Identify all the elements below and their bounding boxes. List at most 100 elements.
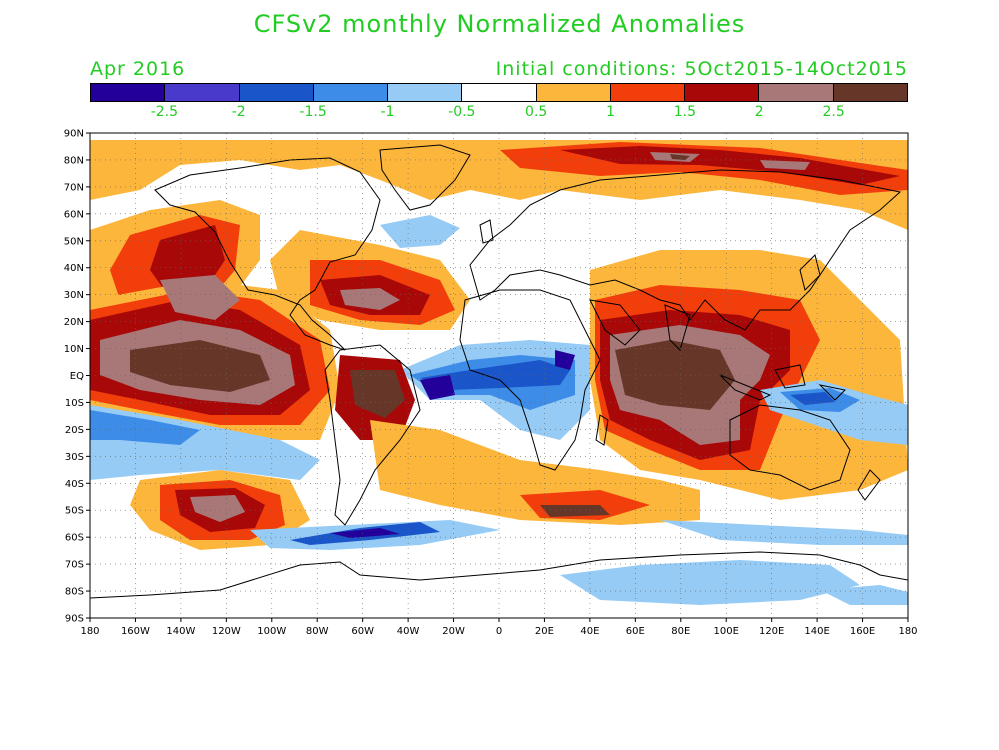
coastline — [729, 404, 851, 491]
colorbar-swatch — [91, 84, 166, 101]
latitude-label: 30S — [65, 452, 84, 463]
anomaly-region — [790, 392, 835, 405]
initial-conditions: Initial conditions: 5Oct2015-14Oct2015 — [495, 58, 908, 80]
longitude-label: 160E — [850, 626, 875, 637]
longitude-label: 160W — [121, 626, 150, 637]
anomaly-region — [560, 560, 860, 605]
axis-ticks — [86, 132, 909, 622]
longitude-label: 140W — [166, 626, 195, 637]
latitude-label: 90N — [64, 129, 84, 140]
coastline — [379, 144, 471, 211]
latitude-label: 50N — [64, 236, 84, 247]
colorbar-tick-label: 0.5 — [525, 104, 548, 120]
colorbar-swatch — [165, 84, 240, 101]
latitude-label: 70N — [64, 182, 84, 193]
longitude-label: 120E — [759, 626, 784, 637]
longitude-label: 180 — [80, 626, 99, 637]
colorbar-tick-label: 2 — [754, 104, 764, 120]
latitude-label: 70S — [65, 560, 84, 571]
longitude-label: 40W — [397, 626, 420, 637]
anomaly-region — [130, 340, 270, 392]
coastline — [90, 551, 908, 599]
latitude-label: 50S — [65, 506, 84, 517]
colorbar-swatch — [536, 84, 611, 101]
anomaly-region — [350, 370, 405, 418]
colorbar-swatch — [313, 84, 389, 101]
colorbar-swatch — [685, 84, 760, 101]
latitude-labels: 90N 80N 70N 60N 50N 40N 30N 20N 10N EQ 10S 20S 30S 40… — [64, 129, 84, 625]
coastline — [479, 219, 494, 244]
latitude-label: 10S — [65, 398, 84, 409]
colorbar-swatch — [388, 84, 463, 101]
grid-lines — [90, 133, 908, 618]
longitude-label: 140E — [804, 626, 829, 637]
colorbar-tick-label: -2.5 — [150, 104, 179, 120]
longitude-label: 20E — [535, 626, 554, 637]
coastline — [469, 169, 902, 331]
longitude-label: 80E — [671, 626, 690, 637]
anomaly-region — [190, 495, 245, 522]
colorbar-swatch — [833, 84, 907, 101]
latitude-label: 40S — [65, 479, 84, 490]
anomaly-region — [650, 152, 810, 170]
latitude-label: 60S — [65, 533, 84, 544]
colorbar-legend — [90, 83, 908, 102]
colorbar-tick-label: 2.5 — [822, 104, 845, 120]
colorbar-swatch — [462, 84, 537, 101]
longitude-label: 0 — [496, 626, 502, 637]
latitude-label: 90S — [65, 614, 84, 625]
colorbar-swatch — [759, 84, 834, 101]
coastline — [324, 344, 421, 526]
latitude-label: 80N — [64, 155, 84, 166]
coastline — [459, 289, 601, 471]
colorbar-swatch — [239, 84, 314, 101]
anomaly-region — [560, 146, 900, 185]
coastline — [154, 157, 381, 351]
coastlines — [90, 144, 908, 599]
longitude-label: 60W — [351, 626, 374, 637]
colorbar-tick-label: -1 — [380, 104, 395, 120]
latitude-label: 80S — [65, 587, 84, 598]
anomaly-region — [540, 505, 610, 517]
longitude-label: 100E — [714, 626, 739, 637]
latitude-label: 60N — [64, 209, 84, 220]
anomaly-region — [420, 350, 575, 400]
anomaly-region — [90, 410, 200, 445]
anomaly-region — [420, 360, 570, 390]
coastline — [664, 304, 691, 351]
latitude-label: 10N — [64, 344, 84, 355]
anomaly-region — [660, 520, 908, 545]
anomaly-region — [330, 528, 400, 538]
latitude-label: 30N — [64, 290, 84, 301]
coastline — [799, 254, 821, 291]
longitude-label: 80W — [306, 626, 329, 637]
anomaly-region — [615, 340, 735, 410]
anomaly-region — [820, 585, 908, 605]
longitude-label: 20W — [442, 626, 465, 637]
coastline — [589, 299, 641, 346]
coastline — [857, 469, 881, 501]
colorbar-tick-label: 1 — [606, 104, 615, 120]
longitude-label: 60E — [626, 626, 645, 637]
colorbar-tick-label: -2 — [231, 104, 246, 120]
colorbar-tick-label: -1.5 — [299, 104, 327, 120]
longitude-labels: 180 160W 140W 120W 100W 80W 60W 40W 20W 0 20E 40E 60… — [80, 626, 917, 637]
latitude-label: 40N — [64, 263, 84, 274]
latitude-label: EQ — [70, 371, 84, 382]
latitude-label: 20N — [64, 317, 84, 328]
longitude-label: 120W — [212, 626, 241, 637]
longitude-label: 40E — [580, 626, 599, 637]
forecast-month: Apr 2016 — [90, 58, 186, 80]
anomaly-region — [670, 154, 690, 160]
coastline — [595, 414, 609, 446]
longitude-label: 100W — [257, 626, 286, 637]
coastline — [719, 364, 847, 401]
colorbar-tick-label: -0.5 — [448, 104, 476, 120]
anomaly-region — [380, 215, 460, 248]
latitude-label: 20S — [65, 425, 84, 436]
colorbar-tick-labels: -2.5 -2 -1.5 -1 -0.5 0.5 1 1.5 2 2.5 — [90, 104, 908, 122]
colorbar-tick-label: 1.5 — [673, 104, 697, 120]
map-title: CFSv2 monthly Normalized Anomalies — [253, 10, 746, 38]
longitude-label: 180 — [898, 626, 917, 637]
